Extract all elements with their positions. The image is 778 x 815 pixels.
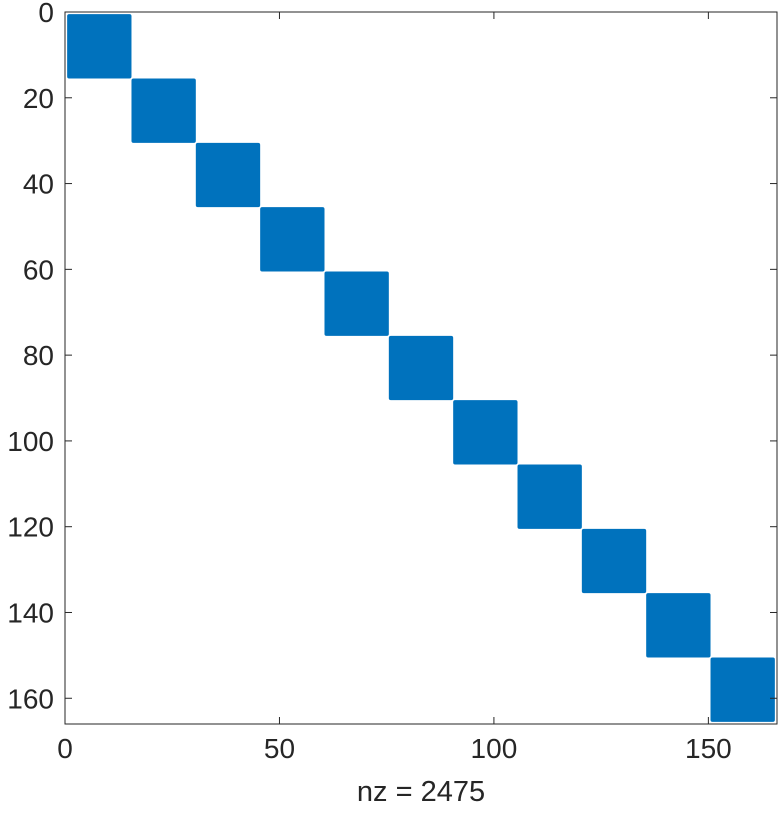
nonzero-block-1 (67, 14, 132, 79)
x-tick-label: 0 (57, 733, 73, 764)
nonzero-block-11 (710, 657, 775, 722)
y-tick-label: 40 (23, 169, 54, 200)
nonzero-block-10 (646, 593, 711, 658)
nonzero-block-6 (388, 335, 454, 401)
y-tick-label: 20 (23, 83, 54, 114)
y-tick-label: 0 (38, 0, 54, 28)
x-tick-label: 150 (685, 733, 732, 764)
nonzero-block-9 (581, 528, 647, 594)
y-tick-label: 80 (23, 340, 54, 371)
labels-layer: 0 50 100 150 0 20 40 60 80 100 120 140 160 (7, 0, 731, 764)
blocks-layer (67, 14, 775, 722)
nonzero-block-2 (131, 78, 196, 143)
nonzero-block-3 (195, 142, 261, 208)
y-tick-label: 100 (7, 426, 54, 457)
x-tick-label: 50 (264, 733, 295, 764)
nonzero-block-8 (517, 464, 582, 529)
nonzero-block-4 (260, 207, 325, 272)
nonzero-block-5 (324, 271, 389, 336)
x-tick-label: 100 (471, 733, 518, 764)
nonzero-block-7 (453, 400, 518, 465)
y-tick-label: 120 (7, 512, 54, 543)
y-tick-label: 60 (23, 254, 54, 285)
axes-box (64, 11, 778, 725)
y-tick-label: 140 (7, 597, 54, 628)
x-axis-title: nz = 2475 (357, 776, 485, 808)
y-tick-label: 160 (7, 683, 54, 714)
